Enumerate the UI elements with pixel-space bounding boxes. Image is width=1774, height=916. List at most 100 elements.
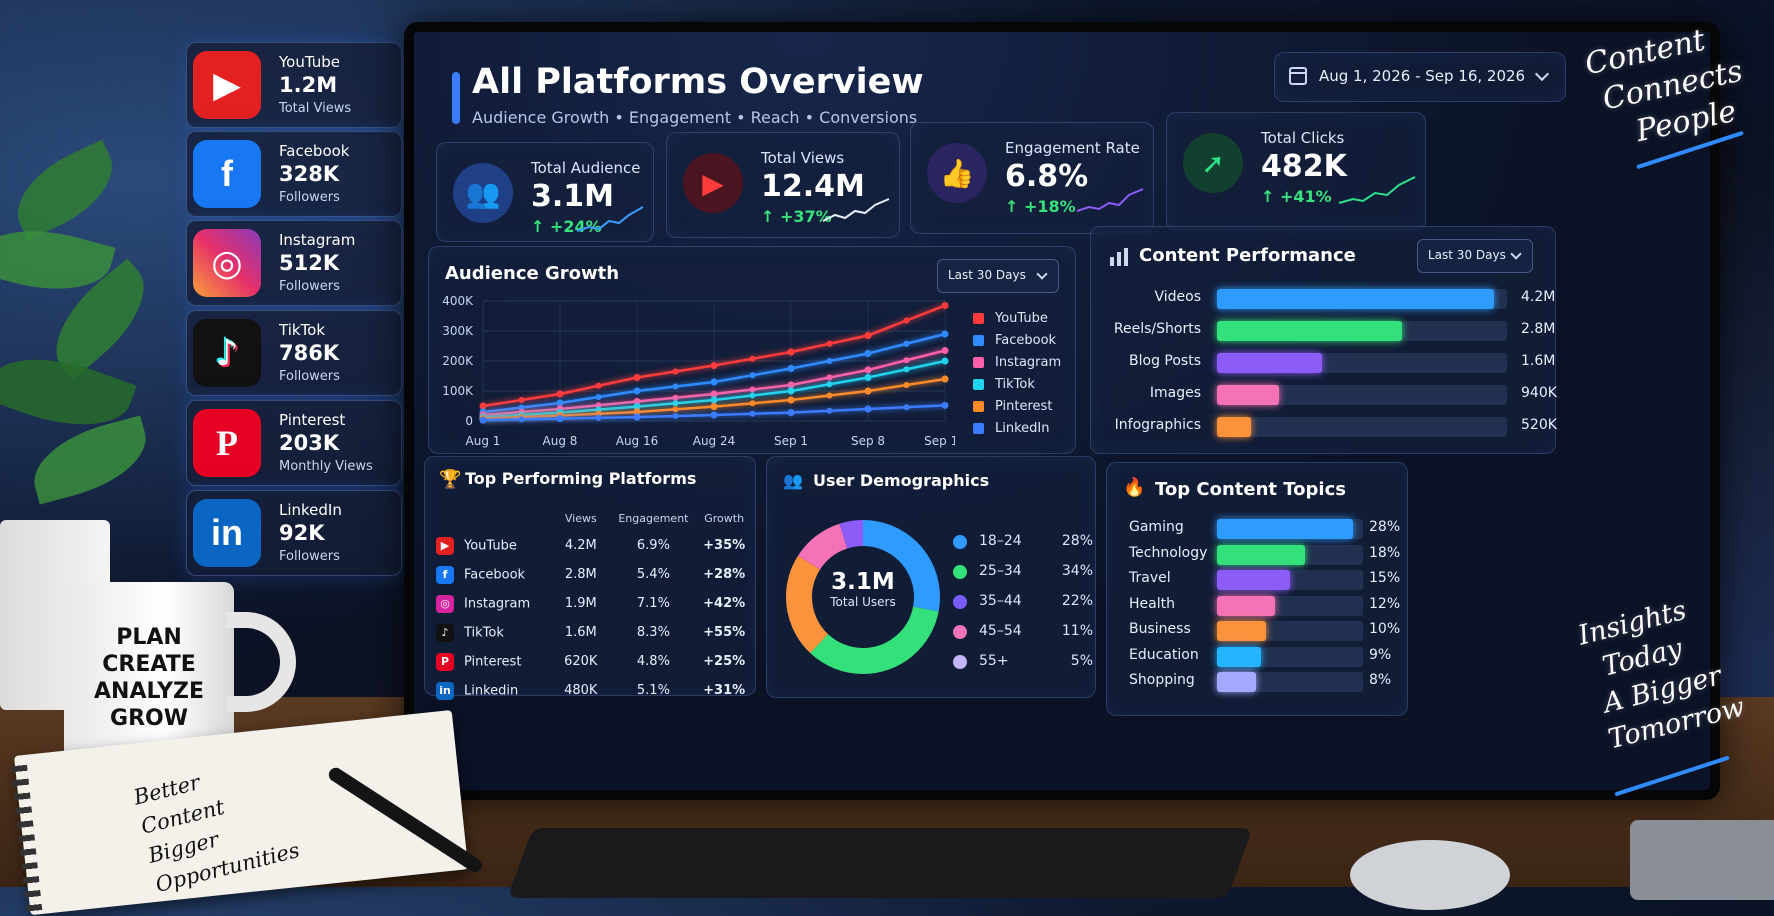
bar-label: Images [1149,385,1201,401]
social-card-linkedin[interactable]: in LinkedIn 92K Followers [186,490,402,576]
legend-percent: 5% [1070,653,1093,669]
content-performance-bars: Videos 4.2M Reels/Shorts 2.8M Blog Posts 1.6M… [1091,287,1557,447]
bar-fill [1217,570,1290,590]
data-point [826,392,833,399]
youtube-icon: ▶ [436,536,454,555]
platform-name: Linkedin [464,683,519,698]
bar-row[interactable]: Blog Posts 1.6M [1091,351,1555,377]
platform-cell: in Linkedin [435,676,548,705]
data-point [787,348,795,356]
bar-row[interactable]: Travel 15% [1107,568,1407,594]
user-demographics-panel: 👥 User Demographics 3.1M Total Users 18–… [766,456,1096,698]
data-point [787,381,795,389]
donut-segment[interactable] [786,520,940,674]
kpi-card-engagement-rate[interactable]: 👍 Engagement Rate 6.8% ↑ +18% [910,122,1154,234]
data-point [864,405,872,413]
users-icon: 👥 [783,471,803,490]
bar-row[interactable]: Education 9% [1107,645,1407,671]
kpi-card-total-clicks[interactable]: ➚ Total Clicks 482K ↑ +41% [1166,112,1426,230]
date-range-picker[interactable]: Aug 1, 2026 - Sep 16, 2026 [1274,52,1566,102]
bar-row[interactable]: Business 10% [1107,619,1407,645]
legend-dot [953,595,967,609]
pinterest-icon: P [193,409,261,477]
social-value: 512K [279,251,340,275]
data-point [595,394,602,400]
bar-row[interactable]: Infographics 520K [1091,415,1557,441]
table-row[interactable]: P Pinterest 620K 4.8% +25% [435,647,755,676]
social-sub: Monthly Views [279,459,373,474]
bar-row[interactable]: Gaming 28% [1107,517,1407,543]
x-tick-label: Aug 1 [466,434,501,448]
social-card-youtube[interactable]: ▶ YouTube 1.2M Total Views [186,42,402,128]
social-value: 203K [279,431,340,455]
table-row[interactable]: ▶ YouTube 4.2M 6.9% +35% [435,531,755,560]
social-card-pinterest[interactable]: P Pinterest 203K Monthly Views [186,400,402,486]
social-name: Facebook [279,142,350,160]
data-point [826,374,833,381]
views-cell: 1.9M [564,596,597,611]
data-point [633,413,641,421]
data-point [710,403,718,411]
kpi-label: Total Audience [531,159,641,177]
bar-label: Technology [1129,544,1208,561]
dropdown-label: Last 30 Days [1428,248,1506,262]
bar-value: 15% [1369,570,1401,586]
audience-growth-title: Audience Growth [445,263,620,284]
bar-track [1217,595,1363,616]
donut-segment[interactable] [786,520,940,674]
legend-label: TikTok [995,377,1035,392]
growth-cell: +25% [703,654,746,669]
data-point [941,357,949,365]
social-card-tiktok[interactable]: ♪ TikTok 786K Followers [186,310,402,396]
bar-row[interactable]: Shopping 8% [1107,670,1407,696]
bar-track [1217,570,1363,590]
table-row[interactable]: in Linkedin 480K 5.1% +31% [435,676,755,705]
data-point [710,362,718,369]
data-point [556,390,564,398]
table-header-row: Views Engagement Growth [435,505,755,531]
audience-growth-legend: YouTube Facebook Instagram TikTok Pinterest L… [973,311,1073,441]
data-point [864,387,872,395]
social-card-facebook[interactable]: f Facebook 328K Followers [186,131,402,217]
bar-fill [1217,353,1323,373]
table-row[interactable]: ♪ TikTok 1.6M 8.3% +55% [435,618,755,647]
donut-segment[interactable] [786,520,940,674]
user-demographics-title: User Demographics [813,471,990,490]
data-point [672,368,679,375]
bar-row[interactable]: Reels/Shorts 2.8M [1091,319,1555,345]
bar-row[interactable]: Technology 18% [1107,543,1407,569]
donut-center: 3.1M Total Users [803,569,923,609]
data-point [864,374,872,381]
bar-chart-icon [1109,247,1129,271]
table-row[interactable]: f Facebook 2.8M 5.4% +28% [435,560,755,589]
data-point [903,382,910,388]
kpi-card-total-audience[interactable]: 👥 Total Audience 3.1M ↑ +24% [436,142,654,242]
engagement-cell: 5.4% [636,567,670,582]
bar-fill [1217,289,1494,309]
audience-growth-range-dropdown[interactable]: Last 30 Days [937,259,1059,293]
platform-name: Instagram [464,596,531,611]
table-row[interactable]: ◎ Instagram 1.9M 7.1% +42% [435,589,755,618]
kpi-label: Engagement Rate [1005,139,1140,157]
monitor: All Platforms Overview Audience Growth •… [404,22,1720,800]
legend-label: 18–24 [979,533,1022,549]
sparkline [1338,176,1416,204]
views-cell: 620K [564,654,598,669]
bar-row[interactable]: Images 940K [1091,383,1557,409]
social-card-instagram[interactable]: ◎ Instagram 512K Followers [186,220,402,306]
social-sub: Followers [279,279,340,294]
social-sub: Total Views [279,101,352,116]
kpi-card-total-views[interactable]: ▶ Total Views 12.4M ↑ +37% [666,132,900,238]
bar-fill [1217,672,1256,692]
platform-name: Pinterest [464,654,522,669]
bar-row[interactable]: Health 12% [1107,594,1407,620]
data-point [864,332,872,339]
column-header: Views [564,511,597,525]
bar-label: Health [1129,595,1175,612]
content-performance-range-dropdown[interactable]: Last 30 Days [1417,239,1533,273]
legend-dot [953,655,967,669]
data-point [826,358,833,364]
data-point [595,402,602,409]
bar-label: Infographics [1114,417,1201,433]
bar-row[interactable]: Videos 4.2M [1091,287,1555,313]
